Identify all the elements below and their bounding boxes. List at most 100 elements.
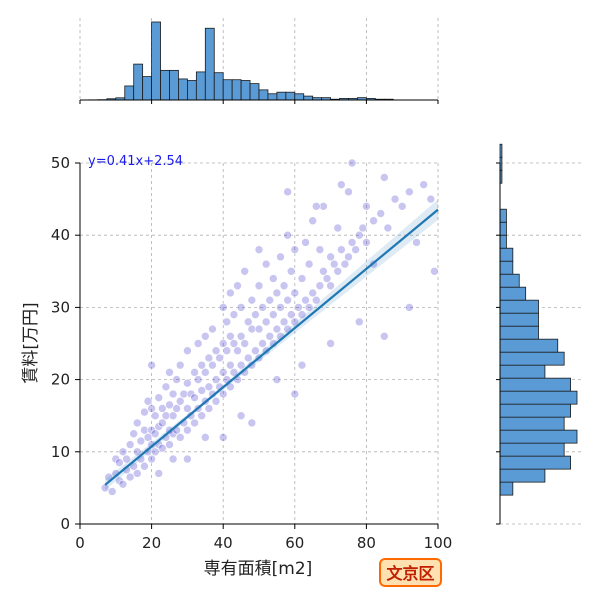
- scatter-point: [304, 303, 314, 312]
- top-histogram-bar: [160, 69, 170, 101]
- scatter-point: [140, 407, 149, 417]
- scatter-point: [193, 339, 203, 348]
- scatter-point: [147, 360, 156, 370]
- scatter-point: [329, 259, 339, 269]
- scatter-point: [290, 288, 300, 298]
- top-histogram-bar: [231, 79, 242, 101]
- scatter-point: [276, 303, 285, 312]
- scatter-point: [107, 487, 117, 496]
- scatter-point: [201, 433, 210, 442]
- scatter-point: [197, 411, 207, 421]
- scatter-point: [254, 324, 264, 334]
- regression-equation: y=0.41x+2.54: [88, 154, 183, 169]
- scatter-point: [236, 303, 246, 312]
- right-histogram-bar: [499, 429, 578, 444]
- scatter-point: [301, 295, 310, 305]
- scatter-point: [183, 346, 192, 356]
- right-histogram-bar: [499, 286, 527, 301]
- scatter-point: [154, 469, 164, 478]
- scatter-point: [240, 266, 249, 276]
- scatter-point: [168, 454, 178, 464]
- scatter-point: [290, 245, 300, 254]
- top-histogram-bar: [133, 63, 144, 101]
- scatter-point: [190, 368, 199, 377]
- scatter-point: [150, 411, 160, 421]
- scatter-point: [269, 310, 278, 319]
- scatter-point: [115, 476, 124, 485]
- scatter-point: [430, 266, 439, 276]
- scatter-point: [236, 331, 246, 341]
- right-histogram-bar: [499, 377, 571, 392]
- top-histogram-bar: [169, 69, 179, 101]
- scatter-point: [340, 259, 350, 269]
- scatter-point: [204, 353, 214, 363]
- scatter-point: [132, 469, 142, 478]
- scatter-point: [319, 266, 328, 276]
- scatter-point: [197, 360, 207, 370]
- scatter-point: [211, 346, 221, 356]
- right-histogram-bar: [499, 390, 578, 405]
- scatter-point: [362, 202, 371, 211]
- scatter-point: [379, 173, 389, 182]
- scatter-point: [158, 443, 167, 453]
- scatter-point: [183, 425, 192, 435]
- scatter-point: [261, 317, 271, 327]
- right-histogram-bar: [499, 481, 514, 496]
- scatter-point: [333, 266, 343, 276]
- scatter-point: [190, 393, 199, 402]
- scatter-point: [154, 393, 164, 402]
- top-histogram-bar: [178, 78, 188, 101]
- scatter-point: [165, 440, 174, 449]
- scatter-point: [251, 346, 260, 356]
- scatter-point: [254, 245, 264, 254]
- scatter-point: [147, 440, 156, 449]
- scatter-point: [258, 339, 267, 348]
- top-histogram-bar: [258, 89, 269, 101]
- scatter-point: [201, 368, 210, 377]
- scatter-point: [315, 245, 325, 254]
- scatter-point: [247, 295, 257, 305]
- scatter-point: [405, 187, 414, 197]
- scatter-point: [143, 433, 153, 442]
- scatter-point: [118, 447, 128, 457]
- scatter-point: [158, 418, 167, 428]
- y-tick-label: 10: [51, 443, 70, 461]
- scatter-point: [405, 303, 414, 312]
- top-histogram-bar: [195, 71, 206, 101]
- scatter-point: [240, 339, 249, 348]
- top-histogram-bar: [142, 76, 152, 101]
- scatter-point: [243, 353, 253, 363]
- scatter-point: [211, 396, 221, 406]
- top-histogram-bar: [222, 79, 233, 101]
- scatter-point: [208, 360, 217, 370]
- scatter-point: [265, 295, 275, 305]
- top-histogram-bar: [204, 27, 215, 101]
- scatter-point: [326, 252, 335, 262]
- scatter-point: [165, 368, 174, 377]
- scatter-point: [215, 353, 224, 363]
- scatter-point: [347, 158, 357, 168]
- y-axis-ticks: 0 10 20 30 40 50: [51, 154, 80, 533]
- scatter-point: [311, 202, 321, 211]
- x-tick-label: 0: [75, 534, 85, 552]
- scatter-point: [247, 324, 257, 334]
- scatter-point: [136, 436, 146, 446]
- right-histogram-bar: [499, 338, 559, 353]
- scatter-point: [279, 281, 289, 291]
- right-histogram-bars: [499, 143, 578, 496]
- scatter-point: [186, 411, 196, 421]
- scatter-points: [100, 158, 439, 496]
- scatter-point: [193, 375, 203, 384]
- scatter-point: [190, 418, 199, 428]
- top-histogram-ticks: [79, 100, 439, 104]
- scatter-point: [354, 230, 364, 240]
- scatter-point: [279, 317, 289, 327]
- scatter-point: [147, 454, 156, 464]
- scatter-point: [269, 274, 278, 283]
- x-tick-label: 80: [357, 534, 376, 552]
- right-histogram-bar: [499, 468, 546, 483]
- top-histogram-bar: [285, 91, 296, 101]
- right-histogram-bar: [499, 455, 571, 470]
- scatter-point: [147, 425, 156, 435]
